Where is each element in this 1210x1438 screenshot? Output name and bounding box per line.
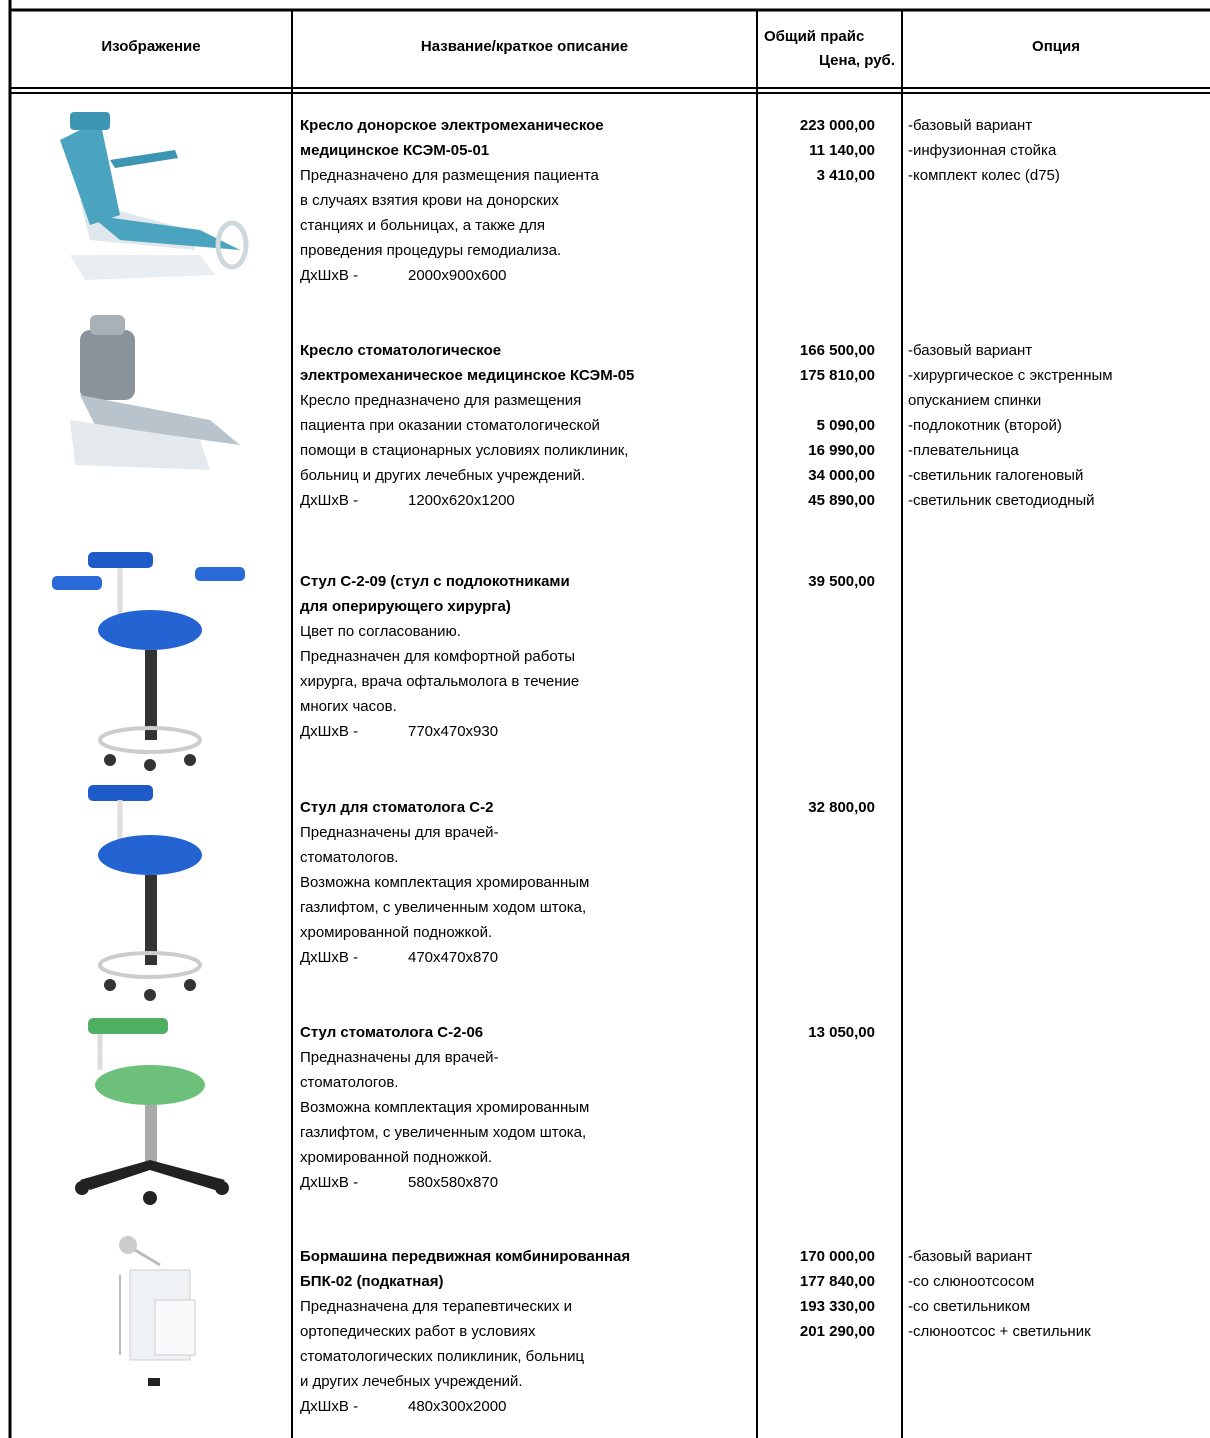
- product-description: газлифтом, с увеличенным ходом штока,: [300, 1124, 587, 1141]
- product-description: пациента при оказании стоматологической: [300, 417, 600, 434]
- dimensions-label: ДхШхВ -: [300, 1174, 359, 1191]
- image-dental-chair: [70, 315, 240, 470]
- product-description: Предназначена для терапевтических и: [300, 1298, 572, 1315]
- header-cell: Опция: [1032, 38, 1080, 55]
- price: 39 500,00: [808, 573, 875, 590]
- price: 11 140,00: [809, 142, 875, 159]
- product-description: и других лечебных учреждений.: [300, 1373, 523, 1390]
- product-description: стоматологов.: [300, 849, 399, 866]
- price: 13 050,00: [808, 1024, 875, 1041]
- product-description: стоматологов.: [300, 1074, 399, 1091]
- header-cell: Общий прайс: [764, 28, 865, 45]
- header-cell: Изображение: [101, 38, 201, 55]
- price: 201 290,00: [799, 1323, 875, 1340]
- price: 16 990,00: [808, 442, 875, 459]
- product-title: медицинское КСЭМ-05-01: [300, 142, 490, 159]
- option: -со светильником: [908, 1298, 1031, 1315]
- dimensions: 470x470x870: [408, 949, 499, 966]
- product-title: Кресло донорское электромеханическое: [300, 117, 604, 134]
- product-description: станциях и больницах, а также для: [300, 217, 546, 234]
- product-title: Стул стоматолога С-2-06: [300, 1024, 484, 1041]
- option: опусканием спинки: [908, 392, 1042, 409]
- option: -хирургическое с экстренным: [908, 367, 1113, 384]
- product-description: хромированной подножкой.: [300, 1149, 493, 1166]
- option: -инфузионная стойка: [908, 142, 1057, 159]
- product-title: для оперирующего хирурга): [300, 598, 511, 615]
- dimensions-label: ДхШхВ -: [300, 267, 359, 284]
- price: 166 500,00: [799, 342, 875, 359]
- image-dentist-stool: [88, 785, 202, 1001]
- product-description: Предназначены для врачей-: [300, 1049, 499, 1066]
- option: -светильник светодиодный: [908, 492, 1095, 509]
- product-description: Возможна комплектация хромированным: [300, 1099, 590, 1116]
- product-description: проведения процедуры гемодиализа.: [300, 242, 562, 259]
- price: 193 330,00: [799, 1298, 875, 1315]
- price: 177 840,00: [799, 1273, 875, 1290]
- option: -базовый вариант: [908, 117, 1033, 134]
- option: -светильник галогеновый: [908, 467, 1084, 484]
- product-title: БПК-02 (подкатная): [300, 1273, 444, 1290]
- price: 223 000,00: [799, 117, 875, 134]
- product-description: Возможна комплектация хромированным: [300, 874, 590, 891]
- option: -слюноотсос + светильник: [908, 1323, 1091, 1340]
- product-description: многих часов.: [300, 698, 397, 715]
- price: 5 090,00: [816, 417, 875, 434]
- option: -подлокотник (второй): [908, 417, 1062, 434]
- grid-lines: [8, 0, 1210, 1438]
- header-cell: Название/краткое описание: [420, 38, 629, 55]
- image-donor-chair: [60, 112, 249, 280]
- price: 34 000,00: [808, 467, 875, 484]
- dimensions: 480x300x2000: [408, 1398, 507, 1415]
- header-cell: Цена, руб.: [819, 52, 895, 69]
- option: -со слюноотсосом: [908, 1273, 1035, 1290]
- product-description: Предназначено для размещения пациента: [300, 167, 599, 184]
- dimensions-label: ДхШхВ -: [300, 949, 359, 966]
- product-description: Цвет по согласованию.: [300, 623, 461, 640]
- image-dental-unit: [119, 1236, 196, 1386]
- price: 45 890,00: [808, 492, 875, 509]
- product-description: помощи в стационарных условиях поликлини…: [300, 442, 629, 459]
- product-title: электромеханическое медицинское КСЭМ-05: [300, 367, 635, 384]
- product-description: газлифтом, с увеличенным ходом штока,: [300, 899, 587, 916]
- image-dentist-stool-green: [75, 1018, 229, 1205]
- dimensions: 1200x620x1200: [408, 492, 515, 509]
- dimensions-label: ДхШхВ -: [300, 1398, 359, 1415]
- price: 3 410,00: [816, 167, 875, 184]
- product-description: больниц и других лечебных учреждений.: [300, 467, 586, 484]
- product-description: Предназначены для врачей-: [300, 824, 499, 841]
- product-title: Бормашина передвижная комбинированная: [300, 1248, 631, 1265]
- dimensions-label: ДхШхВ -: [300, 492, 359, 509]
- product-description: ортопедических работ в условиях: [300, 1323, 536, 1340]
- product-title: Стул С-2-09 (стул с подлокотниками: [300, 573, 570, 590]
- dimensions: 770x470x930: [408, 723, 499, 740]
- product-description: стоматологических поликлиник, больниц: [300, 1348, 585, 1365]
- option: -комплект колес (d75): [908, 167, 1060, 184]
- product-description: в случаях взятия крови на донорских: [300, 192, 559, 209]
- option: -базовый вариант: [908, 342, 1033, 359]
- image-surgeon-chair: [52, 552, 245, 771]
- product-title: Кресло стоматологическое: [300, 342, 502, 359]
- price: 32 800,00: [808, 799, 875, 816]
- option: -базовый вариант: [908, 1248, 1033, 1265]
- product-description: хирурга, врача офтальмолога в течение: [300, 673, 580, 690]
- dimensions: 2000x900x600: [408, 267, 507, 284]
- product-description: хромированной подножкой.: [300, 924, 493, 941]
- product-description: Предназначен для комфортной работы: [300, 648, 575, 665]
- dimensions: 580x580x870: [408, 1174, 499, 1191]
- price: 170 000,00: [799, 1248, 875, 1265]
- product-description: Кресло предназначено для размещения: [300, 392, 582, 409]
- dimensions-label: ДхШхВ -: [300, 723, 359, 740]
- product-title: Стул для стоматолога С-2: [300, 799, 494, 816]
- price: 175 810,00: [799, 367, 875, 384]
- option: -плевательница: [908, 442, 1019, 459]
